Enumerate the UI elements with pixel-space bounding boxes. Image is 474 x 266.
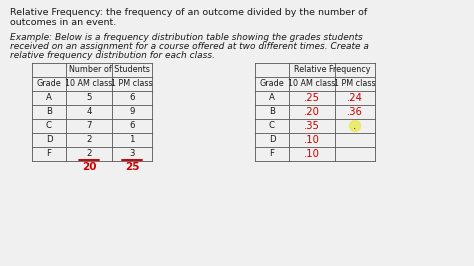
Text: .: . — [354, 121, 356, 131]
Text: B: B — [46, 107, 52, 117]
Text: F: F — [46, 149, 52, 159]
Text: 7: 7 — [86, 122, 92, 131]
Text: .36: .36 — [347, 107, 363, 117]
Text: 4: 4 — [86, 107, 92, 117]
Text: 6: 6 — [129, 94, 135, 102]
Text: D: D — [46, 135, 52, 144]
Circle shape — [349, 120, 361, 131]
Text: .20: .20 — [304, 107, 320, 117]
Text: A: A — [46, 94, 52, 102]
Text: .24: .24 — [347, 93, 363, 103]
Text: D: D — [269, 135, 275, 144]
Text: 1 PM class: 1 PM class — [334, 80, 376, 89]
Text: 6: 6 — [129, 122, 135, 131]
Text: Number of Students: Number of Students — [69, 65, 149, 74]
Text: 5: 5 — [86, 94, 92, 102]
Text: .10: .10 — [304, 135, 320, 145]
Text: .10: .10 — [304, 149, 320, 159]
Text: 1 PM class: 1 PM class — [111, 80, 153, 89]
Text: 25: 25 — [125, 162, 139, 172]
Text: 2: 2 — [86, 135, 92, 144]
Text: C: C — [46, 122, 52, 131]
Text: received on an assignment for a course offered at two different times. Create a: received on an assignment for a course o… — [10, 42, 369, 51]
Text: B: B — [269, 107, 275, 117]
Text: A: A — [269, 94, 275, 102]
Text: 1: 1 — [129, 135, 135, 144]
Text: outcomes in an event.: outcomes in an event. — [10, 18, 116, 27]
Text: Relative Frequency: the frequency of an outcome divided by the number of: Relative Frequency: the frequency of an … — [10, 8, 367, 17]
Text: .25: .25 — [304, 93, 320, 103]
Text: F: F — [270, 149, 274, 159]
Text: Example: Below is a frequency distribution table showing the grades students: Example: Below is a frequency distributi… — [10, 33, 363, 42]
Text: .35: .35 — [304, 121, 320, 131]
Text: relative frequency distribution for each class.: relative frequency distribution for each… — [10, 51, 215, 60]
Text: 9: 9 — [129, 107, 135, 117]
Text: C: C — [269, 122, 275, 131]
Text: .: . — [354, 121, 356, 131]
Text: 10 AM class: 10 AM class — [65, 80, 113, 89]
Text: 10 AM class: 10 AM class — [288, 80, 336, 89]
Text: 2: 2 — [86, 149, 92, 159]
Text: Relative Frequency: Relative Frequency — [294, 65, 370, 74]
Text: Grade: Grade — [36, 80, 61, 89]
Text: Grade: Grade — [260, 80, 284, 89]
Text: 20: 20 — [82, 162, 96, 172]
Text: 3: 3 — [129, 149, 135, 159]
